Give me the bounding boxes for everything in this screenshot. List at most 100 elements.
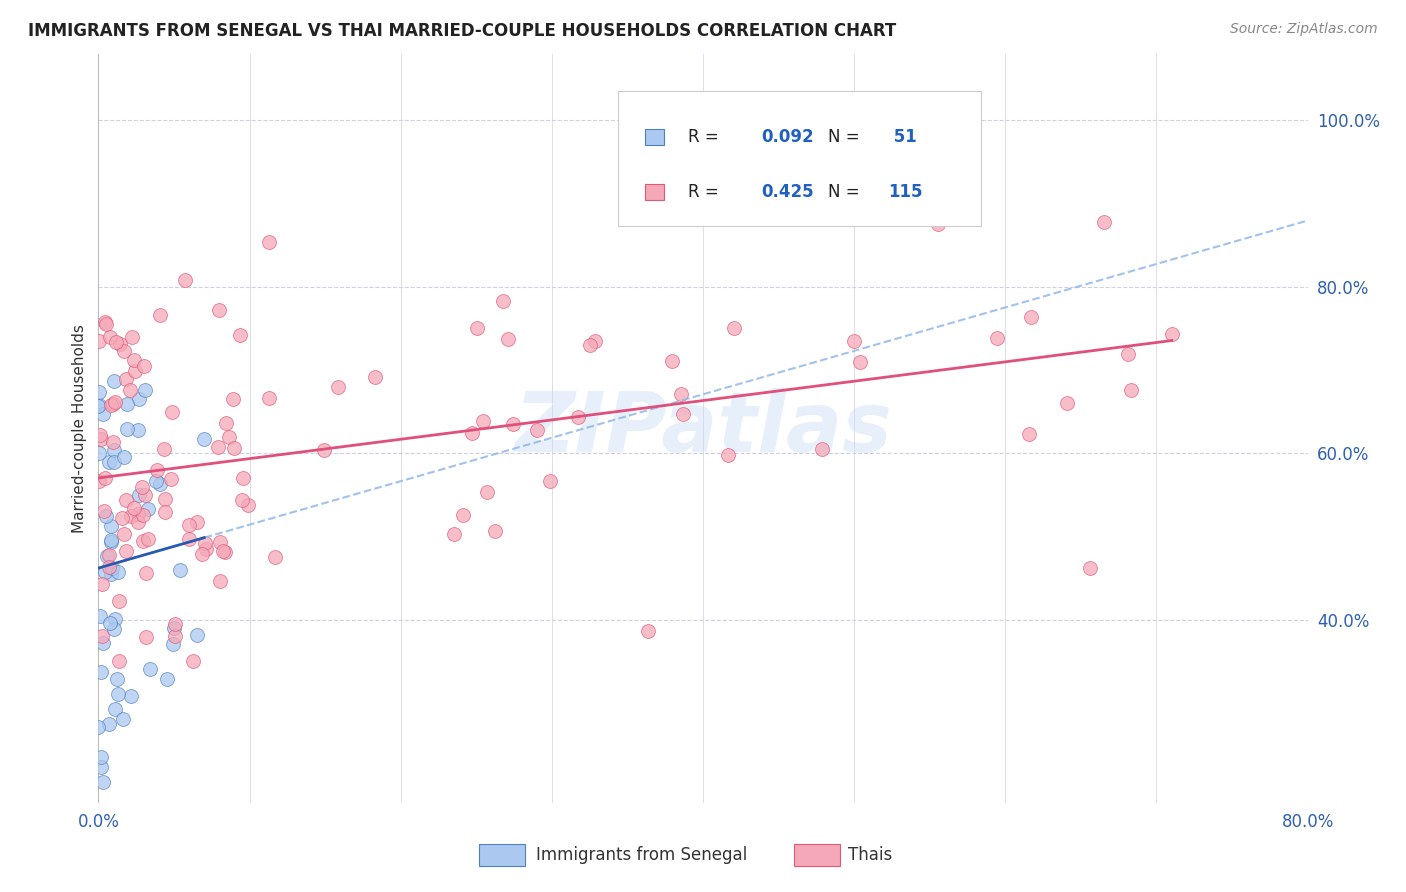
Point — [105, 673, 128, 687]
Text: R =: R = — [689, 128, 724, 145]
Point — [215, 416, 238, 430]
Point — [661, 354, 683, 368]
Text: N =: N = — [828, 128, 865, 145]
Point — [104, 394, 127, 409]
Point — [94, 509, 117, 524]
FancyBboxPatch shape — [793, 844, 839, 866]
Point — [153, 491, 176, 506]
Text: 115: 115 — [889, 183, 922, 201]
Point — [93, 504, 115, 518]
FancyBboxPatch shape — [619, 91, 981, 226]
Point — [465, 321, 488, 335]
Point — [1021, 310, 1043, 324]
Point — [637, 624, 659, 638]
Point — [131, 480, 153, 494]
Text: IMMIGRANTS FROM SENEGAL VS THAI MARRIED-COUPLE HOUSEHOLDS CORRELATION CHART: IMMIGRANTS FROM SENEGAL VS THAI MARRIED-… — [28, 22, 897, 40]
Point — [100, 398, 122, 412]
Point — [122, 501, 145, 516]
Point — [98, 615, 121, 630]
Point — [160, 404, 183, 418]
Point — [101, 561, 124, 575]
Point — [103, 434, 125, 449]
Point — [1056, 396, 1078, 410]
Point — [207, 440, 229, 454]
Point — [91, 775, 114, 789]
Point — [364, 370, 387, 384]
Point — [135, 630, 157, 644]
Point — [927, 217, 949, 231]
Point — [583, 334, 606, 349]
Point — [127, 423, 149, 437]
Point — [89, 428, 111, 442]
Text: ZIPatlas: ZIPatlas — [515, 388, 891, 468]
Point — [224, 441, 246, 455]
Point — [98, 560, 121, 574]
Point — [218, 429, 240, 443]
Point — [146, 462, 169, 476]
Point — [90, 432, 112, 446]
Point — [177, 518, 200, 533]
Point — [811, 442, 834, 457]
Point — [236, 499, 259, 513]
Point — [1078, 561, 1101, 575]
Point — [231, 493, 253, 508]
Point — [103, 455, 125, 469]
Point — [669, 386, 692, 401]
Point — [257, 391, 280, 405]
Point — [115, 397, 138, 411]
Point — [163, 629, 186, 643]
Point — [138, 662, 160, 676]
Text: 0.092: 0.092 — [761, 128, 814, 145]
Point — [94, 471, 117, 485]
Point — [186, 515, 208, 529]
Point — [87, 474, 110, 488]
Point — [132, 508, 155, 523]
Point — [87, 720, 110, 734]
Point — [128, 488, 150, 502]
Point — [155, 505, 177, 519]
FancyBboxPatch shape — [479, 844, 526, 866]
Point — [90, 577, 112, 591]
Point — [107, 688, 129, 702]
Point — [1116, 347, 1139, 361]
Point — [112, 526, 135, 541]
Text: Source: ZipAtlas.com: Source: ZipAtlas.com — [1230, 22, 1378, 37]
Point — [492, 293, 515, 308]
Point — [194, 541, 217, 556]
Point — [131, 533, 153, 548]
Point — [107, 594, 129, 608]
Text: 0.425: 0.425 — [761, 183, 814, 201]
Point — [112, 712, 135, 726]
Point — [90, 749, 112, 764]
Point — [155, 672, 177, 686]
Point — [496, 332, 519, 346]
Point — [208, 535, 231, 549]
Point — [100, 533, 122, 548]
Point — [98, 455, 121, 469]
Point — [567, 410, 589, 425]
Point — [1018, 427, 1040, 442]
Point — [136, 502, 159, 516]
Point — [149, 477, 172, 491]
Point — [460, 426, 482, 441]
Point — [94, 565, 117, 579]
Point — [132, 359, 155, 374]
Point — [186, 628, 208, 642]
Point — [229, 328, 252, 343]
Point — [181, 654, 204, 668]
Text: Immigrants from Senegal: Immigrants from Senegal — [536, 847, 748, 864]
Point — [986, 330, 1008, 344]
Point — [91, 629, 114, 643]
Point — [162, 637, 184, 651]
Point — [191, 547, 214, 561]
Point — [135, 566, 157, 580]
Point — [120, 690, 142, 704]
Point — [723, 321, 745, 335]
Text: N =: N = — [828, 183, 865, 201]
Point — [98, 548, 121, 562]
Text: Thais: Thais — [848, 847, 893, 864]
Point — [110, 336, 132, 351]
Point — [103, 374, 125, 388]
Point — [111, 510, 134, 524]
Point — [136, 532, 159, 546]
